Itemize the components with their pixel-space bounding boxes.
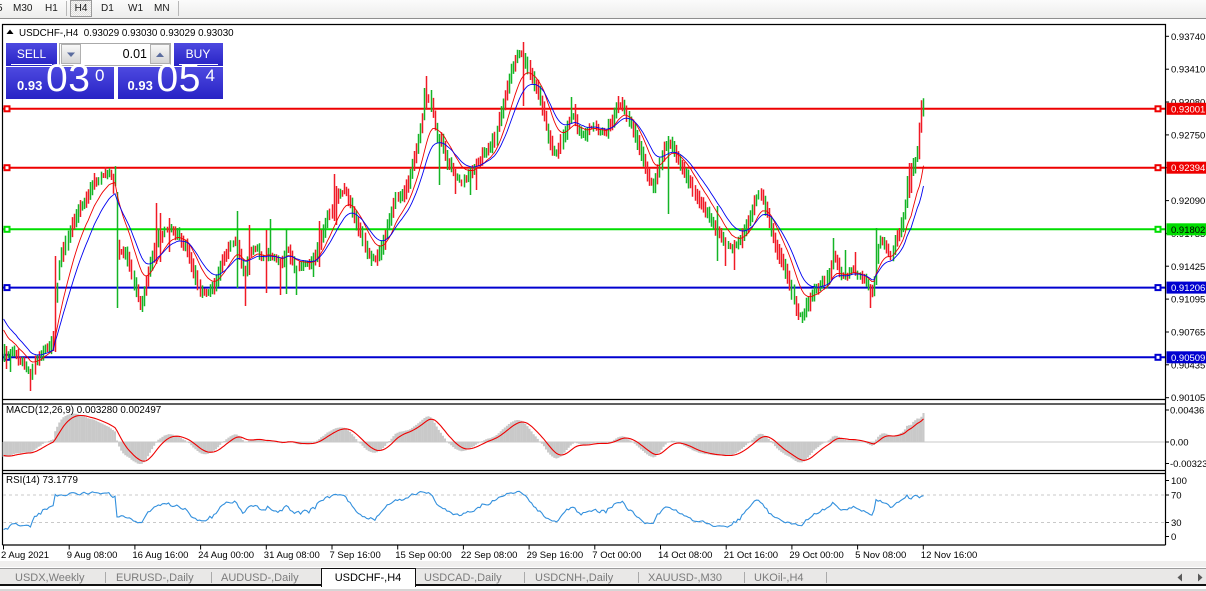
svg-text:0.90509: 0.90509 <box>1171 353 1205 364</box>
svg-text:15 Sep 00:00: 15 Sep 00:00 <box>395 550 452 561</box>
svg-text:5 Nov 08:00: 5 Nov 08:00 <box>855 550 906 561</box>
svg-text:30: 30 <box>1171 518 1182 529</box>
svg-text:0.90435: 0.90435 <box>1171 360 1205 371</box>
svg-text:0.92394: 0.92394 <box>1171 163 1205 174</box>
svg-text:70: 70 <box>1171 491 1182 502</box>
svg-text:2 Aug 2021: 2 Aug 2021 <box>1 550 49 561</box>
svg-text:0.91425: 0.91425 <box>1171 262 1205 273</box>
svg-text:29 Sep 16:00: 29 Sep 16:00 <box>527 550 584 561</box>
svg-text:0.91802: 0.91802 <box>1171 225 1205 236</box>
svg-text:0.93001: 0.93001 <box>1171 104 1205 115</box>
svg-text:9 Aug 08:00: 9 Aug 08:00 <box>67 550 118 561</box>
svg-text:100: 100 <box>1171 476 1187 487</box>
svg-text:0.00: 0.00 <box>1170 438 1189 449</box>
svg-text:24 Aug 00:00: 24 Aug 00:00 <box>198 550 254 561</box>
svg-text:0.90765: 0.90765 <box>1171 328 1205 339</box>
svg-text:0.92750: 0.92750 <box>1171 130 1205 141</box>
svg-text:14 Oct 08:00: 14 Oct 08:00 <box>658 550 712 561</box>
svg-text:16 Aug 16:00: 16 Aug 16:00 <box>132 550 188 561</box>
svg-text:-0.00323: -0.00323 <box>1170 459 1206 470</box>
svg-text:21 Oct 16:00: 21 Oct 16:00 <box>724 550 778 561</box>
svg-text:0: 0 <box>1171 532 1176 543</box>
svg-text:0.92090: 0.92090 <box>1171 196 1205 207</box>
svg-text:7 Oct 00:00: 7 Oct 00:00 <box>592 550 641 561</box>
svg-text:0.93410: 0.93410 <box>1171 65 1205 76</box>
svg-text:MACD(12,26,9) 0.003280 0.00249: MACD(12,26,9) 0.003280 0.002497 <box>6 405 161 416</box>
svg-text:0.93740: 0.93740 <box>1171 32 1205 43</box>
svg-text:0.90105: 0.90105 <box>1171 393 1205 404</box>
svg-text:0.00436: 0.00436 <box>1170 406 1204 417</box>
svg-text:0.91206: 0.91206 <box>1171 283 1205 294</box>
svg-text:31 Aug 08:00: 31 Aug 08:00 <box>264 550 320 561</box>
svg-text:7 Sep 16:00: 7 Sep 16:00 <box>330 550 381 561</box>
svg-text:12 Nov 16:00: 12 Nov 16:00 <box>921 550 978 561</box>
svg-text:29 Oct 00:00: 29 Oct 00:00 <box>789 550 843 561</box>
svg-text:RSI(14) 73.1779: RSI(14) 73.1779 <box>6 475 78 486</box>
svg-text:22 Sep 08:00: 22 Sep 08:00 <box>461 550 518 561</box>
svg-text:0.91095: 0.91095 <box>1171 295 1205 306</box>
svg-text:USDCHF-,H4 0.93029 0.93030 0.: USDCHF-,H4 0.93029 0.93030 0.93029 0.930… <box>19 28 234 39</box>
